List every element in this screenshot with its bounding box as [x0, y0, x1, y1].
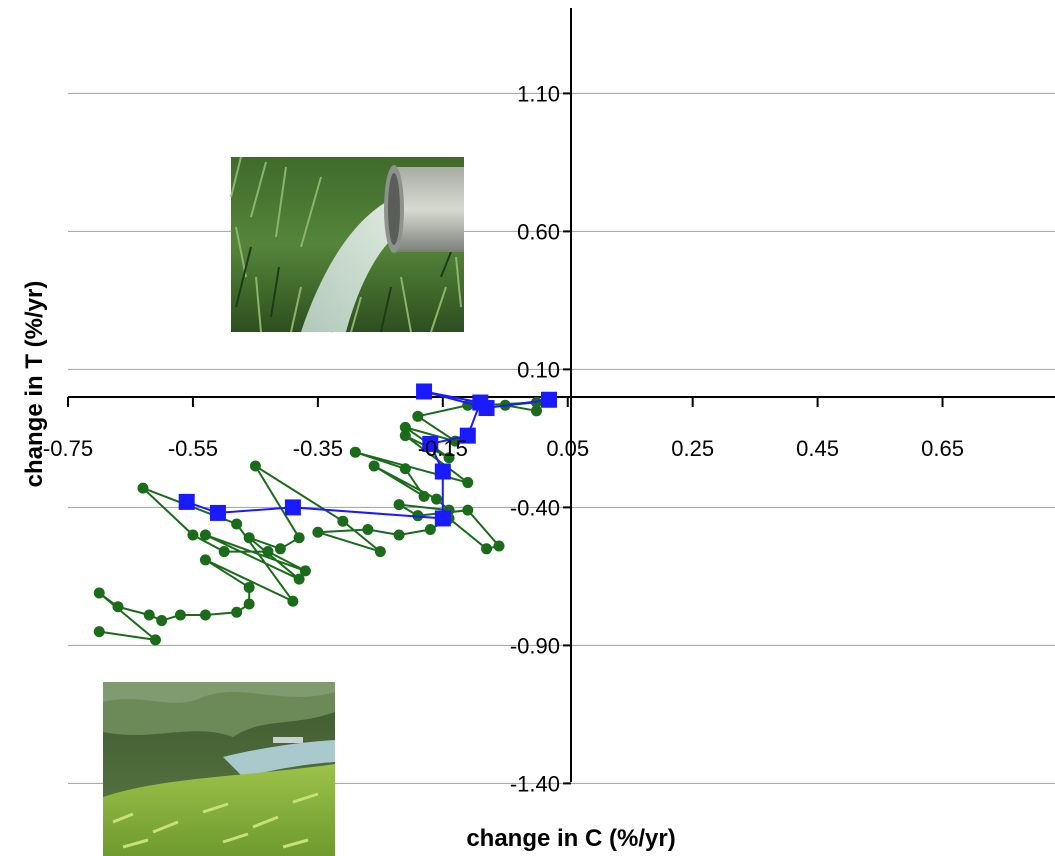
series-0-point-32 [243, 532, 255, 544]
y-tick-label-4: -0.90 [510, 633, 560, 658]
series-0-point-31 [274, 543, 286, 555]
series-0-point-40 [231, 518, 243, 530]
series-0-point-50 [112, 601, 124, 613]
series-0-point-25 [362, 523, 374, 535]
series-0-point-51 [93, 587, 105, 599]
series-0-point-43 [243, 581, 255, 593]
tea-field-river-photo [103, 682, 335, 856]
series-0-point-38 [187, 529, 199, 541]
series-0-point-15 [431, 493, 443, 505]
x-tick-label-3: -0.15 [418, 436, 468, 461]
series-0-point-39 [137, 482, 149, 494]
series-0-point-35 [299, 565, 311, 577]
x-tick-label-2: -0.35 [293, 436, 343, 461]
series-0-point-29 [249, 460, 261, 472]
y-tick-label-1: 0.60 [517, 219, 560, 244]
axes [67, 8, 1055, 785]
series-0-point-7 [399, 421, 411, 433]
x-tick-label-1: -0.55 [168, 436, 218, 461]
series-0-point-52 [149, 634, 161, 646]
series-0-point-30 [293, 532, 305, 544]
series-1-point-3 [472, 394, 489, 411]
series-1-point-6 [434, 463, 451, 480]
tick-labels: -0.75 -0.55 -0.35 -0.15 0.05 0.25 0.45 0.65 1.10… [43, 81, 964, 796]
series-0-point-34 [199, 529, 211, 541]
series-0-point-0 [531, 405, 542, 417]
series-0-point-46 [199, 609, 211, 621]
pipe-discharge-photo [230, 156, 464, 333]
series-0-point-36 [262, 546, 274, 558]
series-0-point-21 [481, 543, 493, 555]
series-0-point-47 [174, 609, 186, 621]
x-tick-label-6: 0.45 [796, 436, 839, 461]
series-1-point-0 [540, 391, 557, 408]
series-1-point-2 [416, 383, 433, 400]
series-0-point-44 [243, 598, 255, 610]
series-0-point-27 [374, 546, 386, 558]
series-0-point-28 [337, 515, 349, 527]
y-tick-label-2: 0.10 [517, 357, 560, 382]
series-0-point-2 [531, 397, 542, 409]
y-axis-title: change in T (%/yr) [21, 281, 48, 488]
series-0-point-42 [199, 554, 211, 566]
series-0-point-48 [156, 615, 168, 627]
series-0-point-10 [462, 477, 474, 489]
series-0-point-41 [287, 595, 299, 607]
series-0-point-13 [418, 490, 430, 502]
y-tick-label-3: -0.40 [510, 495, 560, 520]
series-0-point-33 [293, 573, 305, 585]
x-tick-label-5: 0.25 [671, 436, 714, 461]
x-tick-label-4: 0.05 [546, 436, 589, 461]
series-0-point-11 [349, 446, 361, 458]
series-0-point-8 [443, 452, 455, 464]
series-0-point-23 [424, 523, 436, 535]
series-0-point-9 [399, 430, 411, 442]
x-tick-label-7: 0.65 [921, 436, 964, 461]
y-tick-label-0: 1.10 [517, 81, 560, 106]
series-1-point-7 [434, 510, 451, 527]
series-0-point-49 [143, 609, 155, 621]
series-1-point-9 [209, 504, 226, 521]
series-0-point-37 [218, 546, 230, 558]
x-tick-label-0: -0.75 [43, 436, 93, 461]
series-0-point-19 [462, 504, 474, 516]
series-0-point-5 [412, 410, 424, 422]
series-1-point-4 [459, 427, 476, 444]
series-1 [178, 383, 557, 527]
series-0-point-12 [399, 463, 411, 475]
series-1-point-5 [422, 435, 439, 452]
series-0-point-24 [393, 529, 405, 541]
series-0-point-14 [368, 460, 380, 472]
series-1-point-10 [178, 493, 195, 510]
series-0-point-20 [493, 540, 505, 552]
y-tick-label-5: -1.40 [510, 771, 560, 796]
series-0-point-45 [231, 606, 243, 618]
series-layer [93, 383, 557, 646]
series-0-point-53 [93, 626, 105, 638]
series-0-point-26 [312, 526, 324, 538]
series-0-point-17 [393, 499, 405, 511]
series-1-point-8 [284, 499, 301, 516]
x-axis-title: change in C (%/yr) [466, 825, 675, 852]
